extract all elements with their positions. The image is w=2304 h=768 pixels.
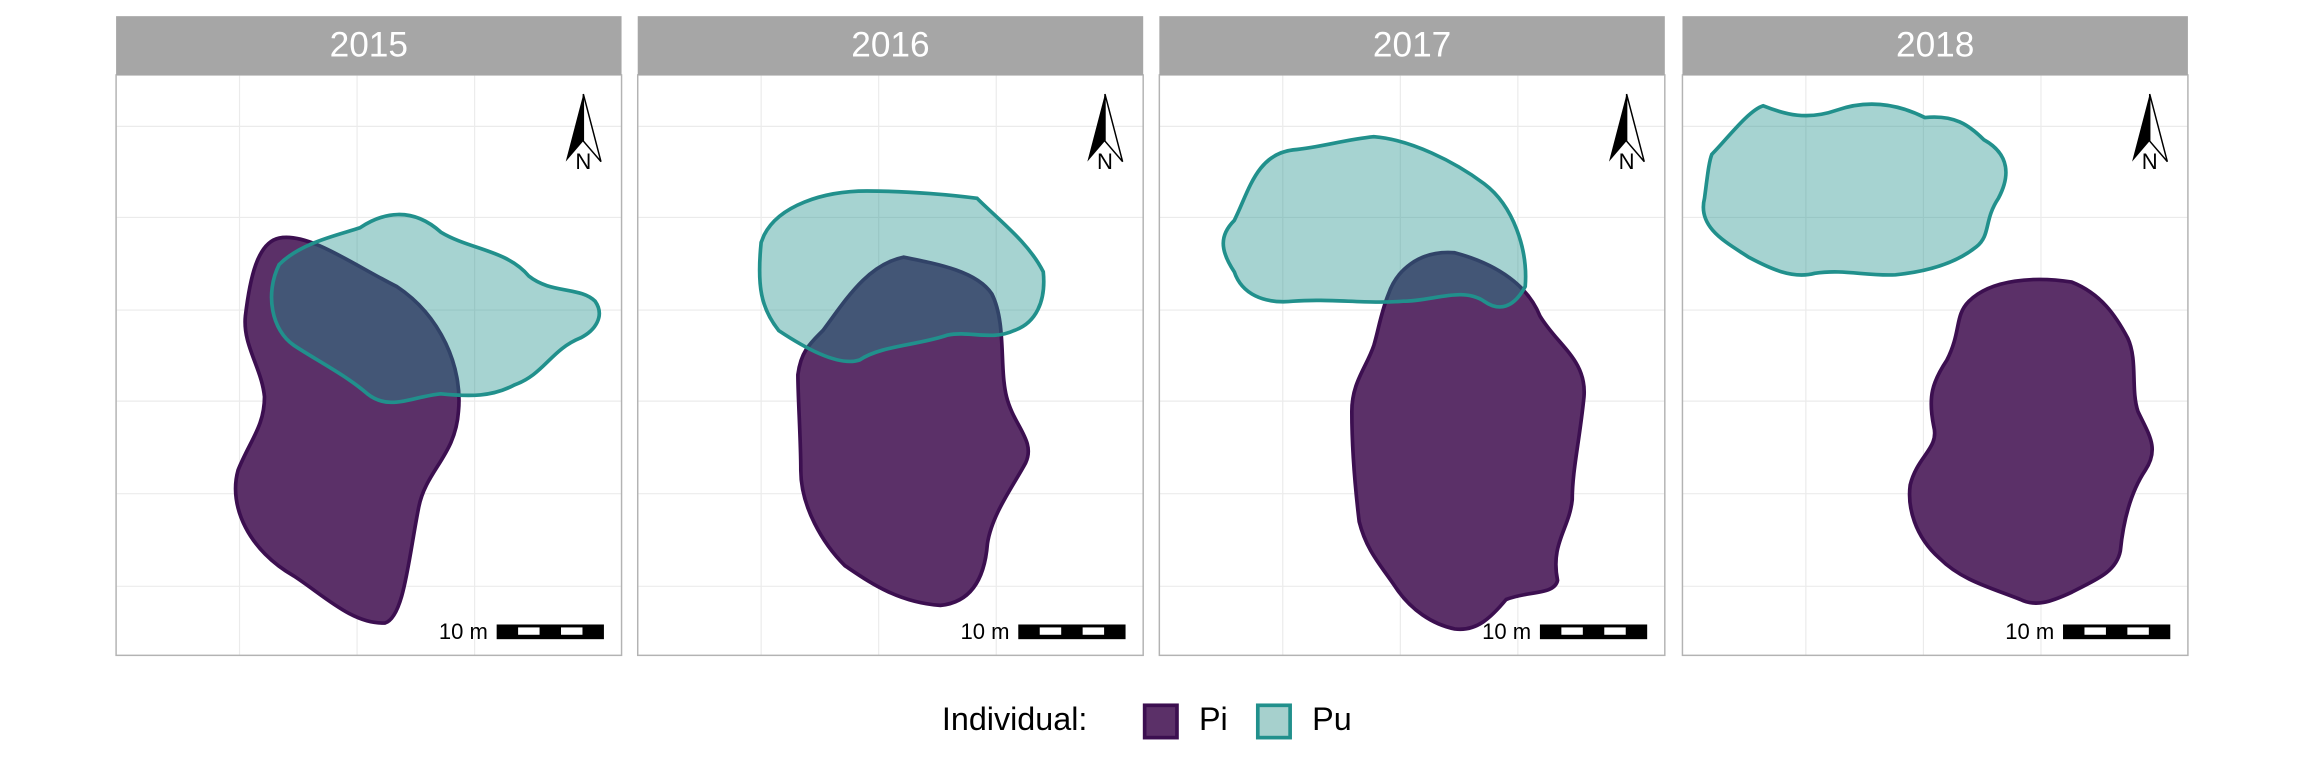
ranges	[1701, 102, 2155, 605]
ranges	[757, 189, 1046, 608]
scale-label: 10 m	[1482, 619, 1531, 644]
north-arrow	[2132, 94, 2150, 162]
north-label: N	[575, 149, 591, 174]
scale-bar-segment	[518, 627, 540, 635]
north-arrow	[1625, 93, 1645, 163]
strip	[116, 16, 622, 75]
legend-label: Pi	[1199, 701, 1228, 737]
north-label: N	[2142, 149, 2158, 174]
north-arrow	[1104, 93, 1124, 163]
strip	[1159, 16, 1665, 75]
panel: N 10 m 2017	[1158, 16, 1666, 657]
scale-bar-segment	[1082, 627, 1105, 635]
range-pi	[1907, 277, 2155, 605]
scale-bar-segment	[1561, 627, 1583, 635]
strip	[637, 16, 1144, 75]
scale-label: 10 m	[960, 619, 1009, 644]
scale-bar	[1018, 624, 1126, 640]
range-pi	[796, 255, 1031, 608]
ranges	[1221, 134, 1586, 632]
legend-swatch	[1142, 703, 1179, 740]
panel-title: 2016	[851, 25, 929, 64]
range-pu	[1701, 102, 2008, 277]
legend-label: Pu	[1312, 701, 1352, 737]
panel-title: 2015	[330, 25, 408, 64]
strip	[1682, 16, 2188, 75]
range-pu	[269, 212, 602, 405]
panels: N 10 m 2015 N 10 m 2016 N 10 m 2017 N 10 m 2018	[115, 16, 2189, 657]
north-arrow	[2148, 93, 2169, 163]
scale-bar-segment	[561, 627, 583, 635]
legend: Individual: Pi Pu	[942, 701, 1352, 740]
scale-bar	[496, 624, 604, 640]
ranges	[233, 212, 602, 625]
scale-bar-segment	[2084, 627, 2106, 635]
panel-title: 2018	[1896, 25, 1974, 64]
north-label: N	[1619, 149, 1635, 174]
range-pi	[1349, 250, 1586, 632]
scale-bar-segment	[1604, 627, 1626, 635]
north-arrow	[1087, 94, 1105, 162]
range-pu	[1221, 134, 1528, 309]
scale-bar-segment	[2127, 627, 2149, 635]
panel: N 10 m 2015	[115, 16, 623, 657]
legend-swatch	[1255, 703, 1292, 740]
scale-bar	[1539, 624, 1648, 640]
range-pi	[233, 235, 461, 625]
panel: N 10 m 2018	[1681, 16, 2189, 657]
panel: N 10 m 2016	[636, 16, 1144, 657]
range-pu	[757, 189, 1046, 364]
panel-title: 2017	[1373, 25, 1451, 64]
legend-title: Individual:	[942, 701, 1088, 737]
north-label: N	[1097, 149, 1113, 174]
scale-bar	[2063, 624, 2171, 640]
north-arrow	[582, 93, 602, 163]
scale-label: 10 m	[2005, 619, 2054, 644]
scale-bar-segment	[1039, 627, 1062, 635]
scale-label: 10 m	[439, 619, 488, 644]
